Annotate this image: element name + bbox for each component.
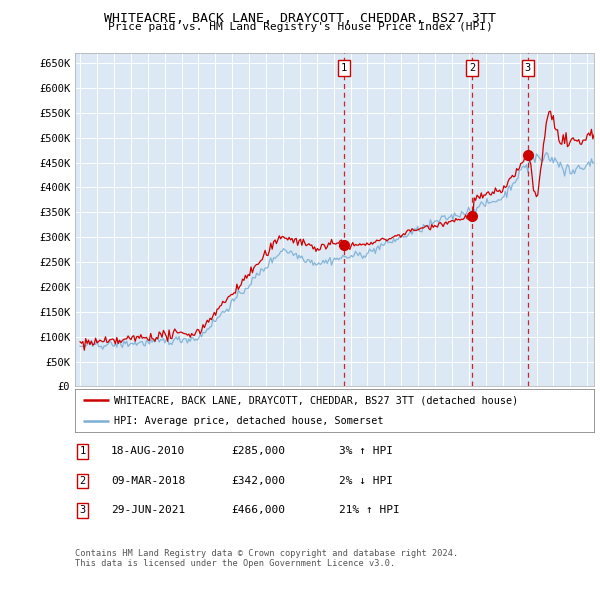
Text: This data is licensed under the Open Government Licence v3.0.: This data is licensed under the Open Gov… [75, 559, 395, 568]
Text: 3: 3 [525, 63, 531, 73]
Text: £285,000: £285,000 [231, 447, 285, 456]
Text: 1: 1 [341, 63, 347, 73]
Text: 2: 2 [80, 476, 86, 486]
Text: WHITEACRE, BACK LANE, DRAYCOTT, CHEDDAR, BS27 3TT (detached house): WHITEACRE, BACK LANE, DRAYCOTT, CHEDDAR,… [114, 395, 518, 405]
Text: £342,000: £342,000 [231, 476, 285, 486]
Text: 1: 1 [80, 447, 86, 456]
Bar [75, 53, 344, 386]
Text: 18-AUG-2010: 18-AUG-2010 [111, 447, 185, 456]
Text: Contains HM Land Registry data © Crown copyright and database right 2024.: Contains HM Land Registry data © Crown c… [75, 549, 458, 558]
Text: 3% ↑ HPI: 3% ↑ HPI [339, 447, 393, 456]
Text: WHITEACRE, BACK LANE, DRAYCOTT, CHEDDAR, BS27 3TT: WHITEACRE, BACK LANE, DRAYCOTT, CHEDDAR,… [104, 12, 496, 25]
Text: HPI: Average price, detached house, Somerset: HPI: Average price, detached house, Some… [114, 417, 383, 426]
Text: 21% ↑ HPI: 21% ↑ HPI [339, 506, 400, 515]
Text: 29-JUN-2021: 29-JUN-2021 [111, 506, 185, 515]
Text: 3: 3 [80, 506, 86, 515]
Bar [344, 53, 594, 386]
Text: Price paid vs. HM Land Registry's House Price Index (HPI): Price paid vs. HM Land Registry's House … [107, 22, 493, 32]
Text: 09-MAR-2018: 09-MAR-2018 [111, 476, 185, 486]
Text: 2% ↓ HPI: 2% ↓ HPI [339, 476, 393, 486]
Text: 2: 2 [469, 63, 475, 73]
Text: £466,000: £466,000 [231, 506, 285, 515]
